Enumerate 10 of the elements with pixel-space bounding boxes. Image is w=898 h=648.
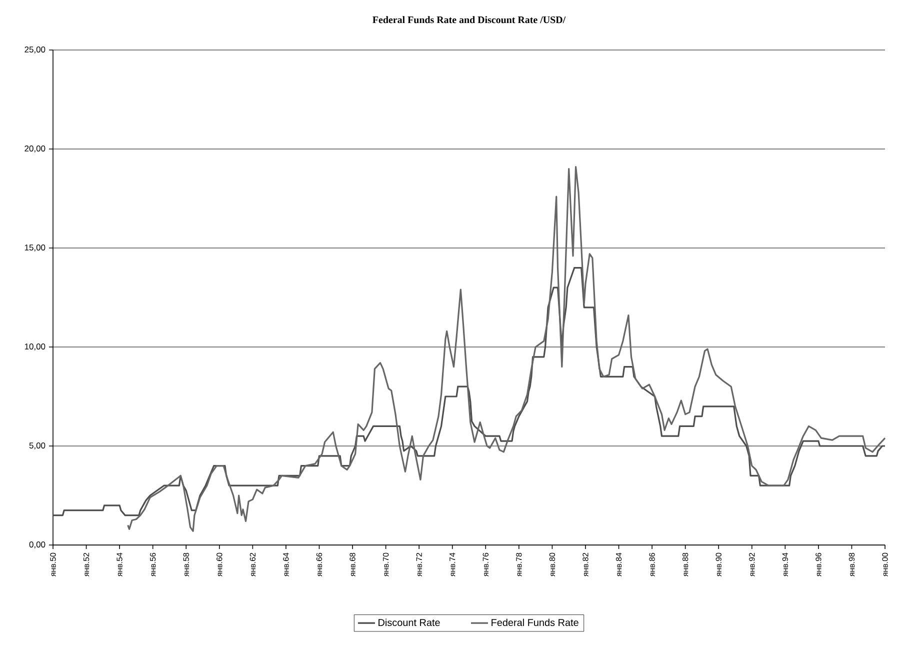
y-tick-label: 10,00 <box>24 344 46 350</box>
y-tick-label: 25,00 <box>24 46 46 54</box>
chart-title: Federal Funds Rate and Discount Rate /USD/ <box>372 16 566 24</box>
y-tick-label: 5,00 <box>29 442 46 450</box>
y-tick-label: 0,00 <box>29 542 46 548</box>
line-series <box>127 166 886 532</box>
y-tick-label: 15,00 <box>24 244 46 252</box>
legend-label: Federal Funds Rate <box>492 618 578 626</box>
y-tick-label: 20,00 <box>24 146 46 152</box>
legend-label: Discount Rate <box>378 618 440 626</box>
